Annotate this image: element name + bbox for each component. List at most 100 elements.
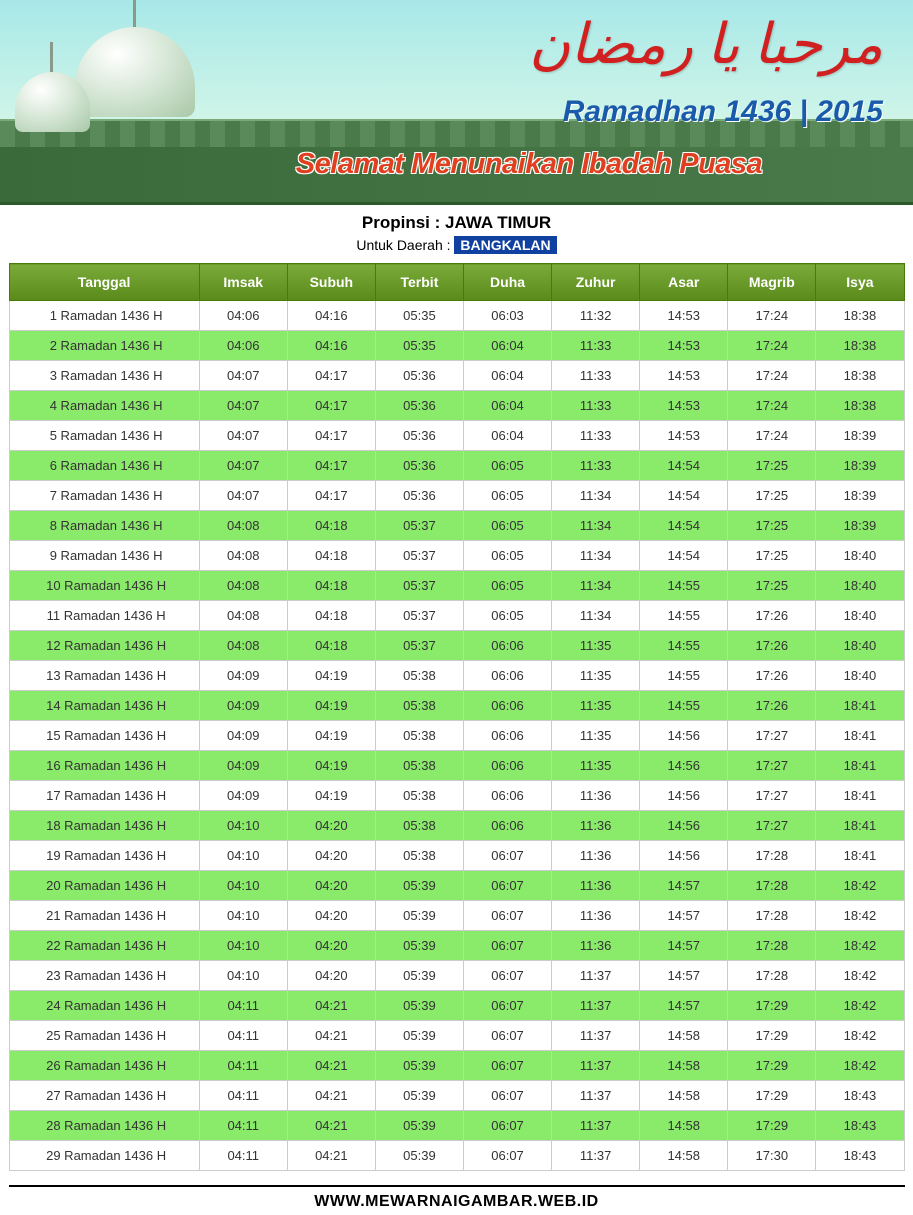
time-cell: 11:36	[552, 781, 640, 811]
time-cell: 17:24	[728, 301, 816, 331]
year-line: Ramadhan 1436 | 2015	[563, 95, 883, 129]
time-cell: 11:34	[552, 601, 640, 631]
date-cell: 18 Ramadan 1436 H	[9, 811, 199, 841]
date-cell: 3 Ramadan 1436 H	[9, 361, 199, 391]
time-cell: 05:37	[375, 571, 463, 601]
time-cell: 17:25	[728, 451, 816, 481]
time-cell: 05:36	[375, 391, 463, 421]
time-cell: 11:35	[552, 751, 640, 781]
time-cell: 04:08	[199, 571, 287, 601]
time-cell: 14:53	[640, 301, 728, 331]
time-cell: 17:25	[728, 571, 816, 601]
time-cell: 05:35	[375, 331, 463, 361]
table-row: 16 Ramadan 1436 H04:0904:1905:3806:0611:…	[9, 751, 904, 781]
date-cell: 23 Ramadan 1436 H	[9, 961, 199, 991]
time-cell: 04:07	[199, 481, 287, 511]
time-cell: 06:03	[463, 301, 551, 331]
time-cell: 11:36	[552, 871, 640, 901]
time-cell: 11:37	[552, 1051, 640, 1081]
time-cell: 04:20	[287, 841, 375, 871]
col-header-imsak: Imsak	[199, 264, 287, 301]
time-cell: 04:10	[199, 841, 287, 871]
time-cell: 18:40	[816, 541, 904, 571]
time-cell: 05:39	[375, 1111, 463, 1141]
time-cell: 06:07	[463, 1141, 551, 1171]
date-cell: 16 Ramadan 1436 H	[9, 751, 199, 781]
time-cell: 11:35	[552, 721, 640, 751]
time-cell: 11:35	[552, 661, 640, 691]
footer-site: WWW.MEWARNAIGAMBAR.WEB.ID	[9, 1185, 905, 1211]
time-cell: 14:58	[640, 1021, 728, 1051]
region-label: Untuk Daerah :	[356, 237, 450, 253]
date-cell: 15 Ramadan 1436 H	[9, 721, 199, 751]
time-cell: 06:07	[463, 1081, 551, 1111]
time-cell: 05:38	[375, 721, 463, 751]
col-header-asar: Asar	[640, 264, 728, 301]
date-cell: 21 Ramadan 1436 H	[9, 901, 199, 931]
table-row: 4 Ramadan 1436 H04:0704:1705:3606:0411:3…	[9, 391, 904, 421]
time-cell: 05:36	[375, 451, 463, 481]
greeting-line: Selamat Menunaikan Ibadah Puasa	[155, 148, 903, 181]
date-cell: 26 Ramadan 1436 H	[9, 1051, 199, 1081]
time-cell: 05:39	[375, 901, 463, 931]
time-cell: 06:05	[463, 541, 551, 571]
time-cell: 18:43	[816, 1141, 904, 1171]
time-cell: 04:09	[199, 691, 287, 721]
time-cell: 17:28	[728, 871, 816, 901]
time-cell: 17:24	[728, 421, 816, 451]
time-cell: 06:07	[463, 901, 551, 931]
time-cell: 06:06	[463, 811, 551, 841]
time-cell: 11:36	[552, 931, 640, 961]
date-cell: 2 Ramadan 1436 H	[9, 331, 199, 361]
region-line: Untuk Daerah : BANGKALAN	[0, 237, 913, 253]
table-row: 8 Ramadan 1436 H04:0804:1805:3706:0511:3…	[9, 511, 904, 541]
time-cell: 04:10	[199, 901, 287, 931]
time-cell: 11:35	[552, 631, 640, 661]
province-value: JAWA TIMUR	[445, 213, 551, 232]
col-header-subuh: Subuh	[287, 264, 375, 301]
banner: مرحبا يا رمضان Ramadhan 1436 | 2015 Sela…	[0, 0, 913, 205]
time-cell: 18:42	[816, 901, 904, 931]
time-cell: 05:36	[375, 481, 463, 511]
time-cell: 11:34	[552, 511, 640, 541]
time-cell: 14:53	[640, 331, 728, 361]
time-cell: 14:57	[640, 961, 728, 991]
table-row: 29 Ramadan 1436 H04:1104:2105:3906:0711:…	[9, 1141, 904, 1171]
time-cell: 11:33	[552, 421, 640, 451]
table-row: 10 Ramadan 1436 H04:0804:1805:3706:0511:…	[9, 571, 904, 601]
time-cell: 18:39	[816, 481, 904, 511]
time-cell: 04:09	[199, 661, 287, 691]
time-cell: 17:28	[728, 961, 816, 991]
time-cell: 18:39	[816, 421, 904, 451]
time-cell: 04:09	[199, 781, 287, 811]
date-cell: 8 Ramadan 1436 H	[9, 511, 199, 541]
time-cell: 06:04	[463, 391, 551, 421]
table-row: 23 Ramadan 1436 H04:1004:2005:3906:0711:…	[9, 961, 904, 991]
date-cell: 11 Ramadan 1436 H	[9, 601, 199, 631]
table-row: 11 Ramadan 1436 H04:0804:1805:3706:0511:…	[9, 601, 904, 631]
time-cell: 06:06	[463, 691, 551, 721]
time-cell: 04:07	[199, 421, 287, 451]
prayer-times-table: TanggalImsakSubuhTerbitDuhaZuhurAsarMagr…	[9, 263, 905, 1171]
table-row: 7 Ramadan 1436 H04:0704:1705:3606:0511:3…	[9, 481, 904, 511]
time-cell: 18:42	[816, 991, 904, 1021]
time-cell: 18:41	[816, 751, 904, 781]
time-cell: 05:39	[375, 991, 463, 1021]
time-cell: 11:36	[552, 841, 640, 871]
time-cell: 18:42	[816, 871, 904, 901]
time-cell: 18:41	[816, 691, 904, 721]
date-cell: 27 Ramadan 1436 H	[9, 1081, 199, 1111]
table-row: 9 Ramadan 1436 H04:0804:1805:3706:0511:3…	[9, 541, 904, 571]
time-cell: 05:38	[375, 841, 463, 871]
time-cell: 18:38	[816, 361, 904, 391]
time-cell: 14:54	[640, 511, 728, 541]
time-cell: 18:40	[816, 631, 904, 661]
time-cell: 06:06	[463, 631, 551, 661]
table-row: 2 Ramadan 1436 H04:0604:1605:3506:0411:3…	[9, 331, 904, 361]
time-cell: 17:24	[728, 331, 816, 361]
time-cell: 11:37	[552, 1141, 640, 1171]
time-cell: 04:21	[287, 1051, 375, 1081]
time-cell: 06:05	[463, 451, 551, 481]
time-cell: 04:18	[287, 541, 375, 571]
time-cell: 17:29	[728, 1111, 816, 1141]
